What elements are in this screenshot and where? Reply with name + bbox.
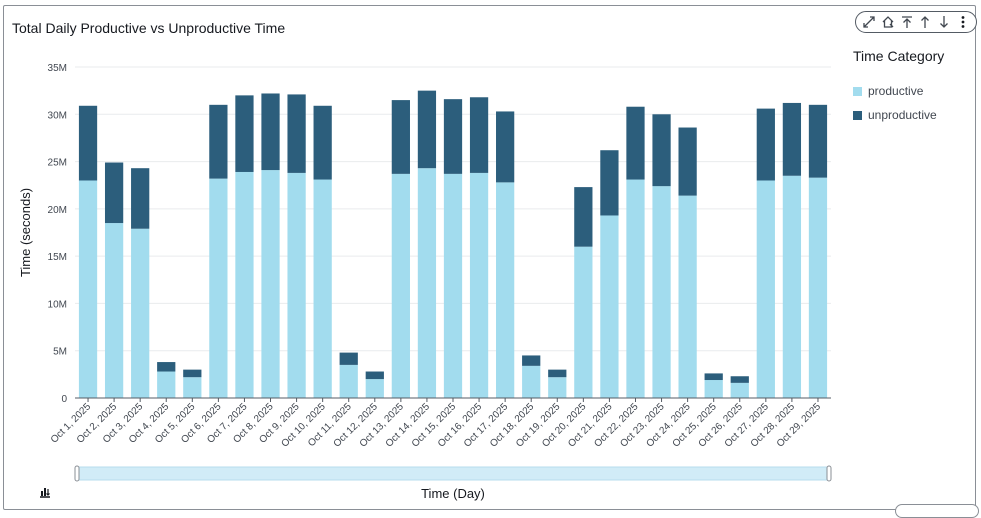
y-tick-label: 5M <box>53 347 67 358</box>
drill-to-top-icon[interactable] <box>899 14 915 30</box>
bar-unproductive <box>704 373 723 381</box>
bar-unproductive <box>496 111 515 183</box>
bar-productive <box>443 173 463 398</box>
bar-unproductive <box>730 376 749 383</box>
bar-productive <box>104 223 124 398</box>
bar-unproductive <box>756 108 775 181</box>
sort-icon[interactable] <box>38 485 52 499</box>
range-slider-track <box>76 466 830 481</box>
y-tick-label: 25M <box>48 158 67 169</box>
bar-productive <box>626 179 645 398</box>
bar-unproductive <box>157 362 176 372</box>
bar-unproductive <box>522 355 541 366</box>
y-tick-label: 10M <box>48 299 67 310</box>
bar-productive <box>678 195 697 398</box>
legend-item-unproductive[interactable]: unproductive <box>853 108 937 122</box>
bar-productive <box>261 170 280 398</box>
chart-frame <box>3 5 976 510</box>
bar-unproductive <box>287 94 306 173</box>
bar-unproductive <box>131 168 150 229</box>
bar-productive <box>365 379 384 398</box>
bar-productive <box>496 182 515 398</box>
bar-productive <box>704 380 723 398</box>
bar-productive <box>183 377 202 398</box>
bar-unproductive <box>339 352 358 365</box>
y-tick-label: 0 <box>61 394 67 405</box>
bar-productive <box>339 364 358 398</box>
bar-productive <box>730 382 749 398</box>
bar-unproductive <box>808 104 828 178</box>
bar-unproductive <box>78 105 98 181</box>
legend-label-productive: productive <box>868 84 924 98</box>
range-slider-left-handle[interactable] <box>74 465 80 482</box>
bar-productive <box>652 186 671 398</box>
bar-productive <box>548 377 567 398</box>
bar-unproductive <box>209 104 228 179</box>
legend-label-unproductive: unproductive <box>868 108 937 122</box>
bar-productive <box>600 215 619 398</box>
bar-unproductive <box>652 114 671 187</box>
bar-productive <box>808 177 828 398</box>
x-axis-label: Time (Day) <box>421 486 485 501</box>
y-tick-label: 15M <box>48 252 67 263</box>
bar-productive <box>235 171 254 398</box>
bar-productive <box>78 180 98 398</box>
bar-unproductive <box>261 93 280 171</box>
bar-productive <box>522 365 541 398</box>
bar-productive <box>391 173 410 398</box>
bar-productive <box>157 371 176 398</box>
bar-unproductive <box>183 369 202 378</box>
y-tick-label: 30M <box>48 110 67 121</box>
drill-down-icon[interactable] <box>936 14 952 30</box>
bar-unproductive <box>313 105 332 180</box>
bar-unproductive <box>574 187 593 247</box>
y-tick-label: 20M <box>48 205 67 216</box>
bar-productive <box>313 179 332 398</box>
bar-productive <box>756 180 775 398</box>
bar-unproductive <box>782 102 802 176</box>
legend-swatch-unproductive <box>853 110 862 120</box>
bar-productive <box>574 246 593 398</box>
bar-productive <box>131 228 150 398</box>
bar-unproductive <box>548 369 567 378</box>
bar-unproductive <box>469 97 489 173</box>
bar-unproductive <box>600 150 619 216</box>
range-slider-right-handle[interactable] <box>826 465 832 482</box>
home-icon[interactable] <box>880 14 896 30</box>
chart-title: Total Daily Productive vs Unproductive T… <box>12 20 286 36</box>
chart-toolbar <box>855 11 977 33</box>
bar-productive <box>417 168 437 398</box>
y-tick-label: 35M <box>48 63 67 74</box>
data-zoom-control[interactable] <box>895 504 979 518</box>
expand-icon[interactable] <box>861 14 877 30</box>
bar-unproductive <box>365 371 384 380</box>
bar-unproductive <box>235 95 254 172</box>
bar-productive <box>782 175 802 398</box>
drill-up-icon[interactable] <box>917 14 933 30</box>
bar-productive <box>287 172 306 398</box>
bar-unproductive <box>391 100 410 174</box>
bar-unproductive <box>443 99 463 174</box>
bar-productive <box>209 178 228 398</box>
legend-swatch-productive <box>853 86 862 96</box>
bar-productive <box>469 172 489 398</box>
bar-unproductive <box>104 162 124 224</box>
bar-unproductive <box>417 90 437 169</box>
bar-unproductive <box>626 106 645 180</box>
more-options-icon[interactable] <box>955 14 971 30</box>
legend-title: Time Category <box>853 48 945 64</box>
legend-item-productive[interactable]: productive <box>853 84 923 98</box>
bar-unproductive <box>678 127 697 196</box>
y-axis-label: Time (seconds) <box>18 188 33 277</box>
